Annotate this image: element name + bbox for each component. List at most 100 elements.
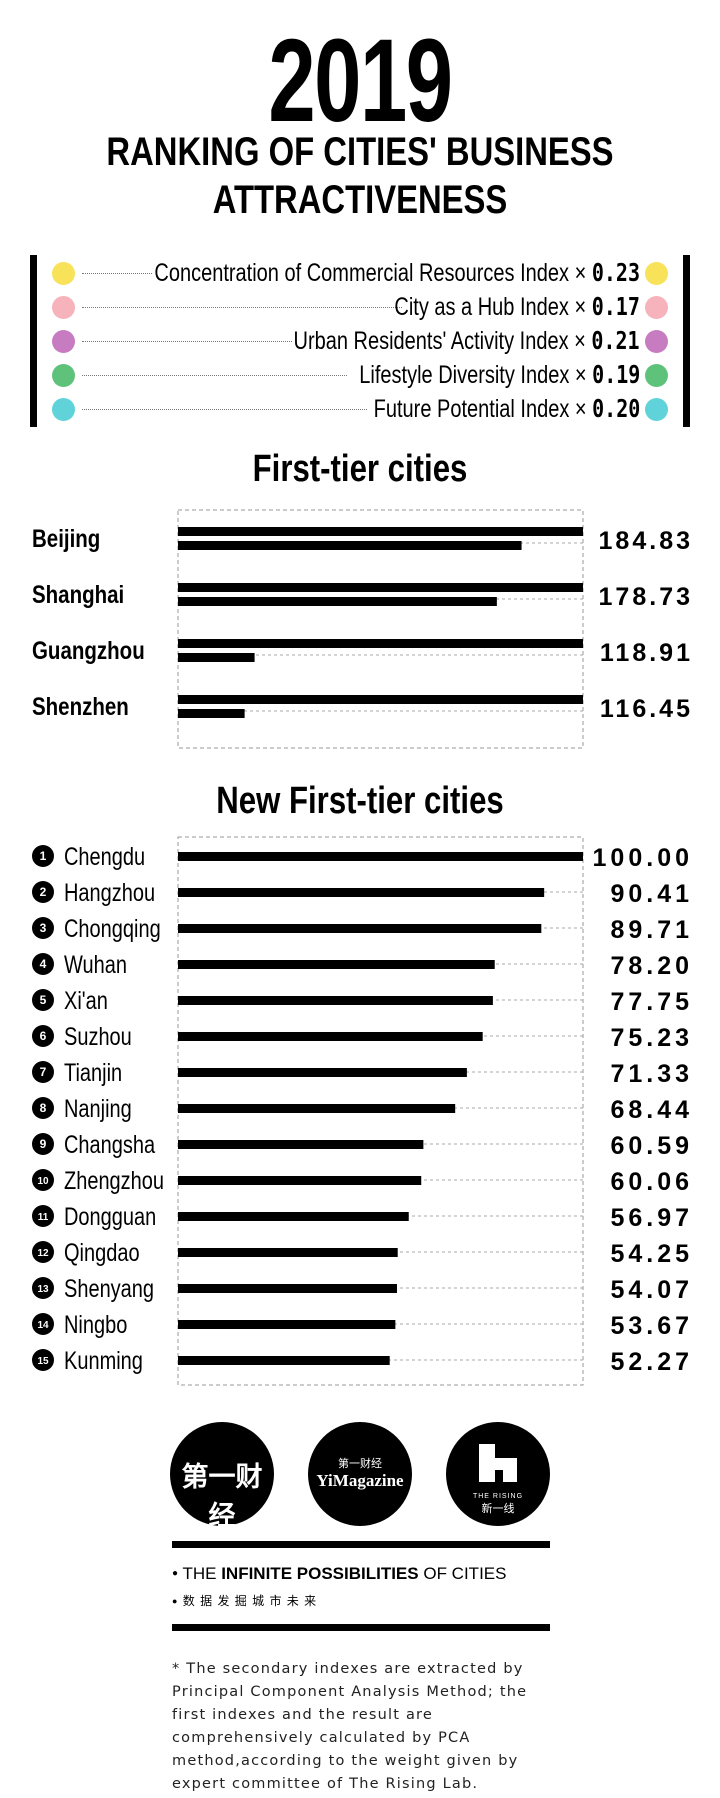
city-label: Zhengzhou <box>64 1167 164 1195</box>
legend-label: Future Potential Index × <box>373 395 587 423</box>
bar <box>178 639 583 648</box>
methodology-note: * The secondary indexes are extracted by… <box>172 1661 528 1792</box>
city-label: Shanghai <box>32 580 124 608</box>
weight-legend: Concentration of Commercial Resources In… <box>30 255 690 427</box>
legend-label: Concentration of Commercial Resources In… <box>154 259 587 287</box>
rising-emblem-icon <box>479 1444 517 1482</box>
bar <box>178 1212 409 1221</box>
yicai-logo-sub: Y I C A I <box>196 1533 248 1543</box>
dotted-leader <box>82 307 402 308</box>
bar <box>178 996 493 1005</box>
city-label: Dongguan <box>64 1203 156 1231</box>
rank-number: 12 <box>37 1248 49 1259</box>
rank-number: 10 <box>37 1176 49 1187</box>
rank-number: 13 <box>37 1284 49 1295</box>
rank-number: 6 <box>40 1029 47 1043</box>
legend-weight: 0.20 <box>591 394 640 423</box>
rank-number: 14 <box>37 1320 49 1331</box>
legend-row: Urban Residents' Activity Index × 0.21 <box>30 323 690 359</box>
purple-dot-icon <box>645 330 668 353</box>
rank-badge-icon <box>32 1313 54 1335</box>
bar <box>178 1032 483 1041</box>
legend-left-border <box>30 255 37 427</box>
city-label: Tianjin <box>64 1059 122 1087</box>
legend-row: Concentration of Commercial Resources In… <box>30 255 690 291</box>
rank-badge-icon <box>32 881 54 903</box>
value-label: 178.73 <box>599 583 693 611</box>
rank-number: 1 <box>40 849 47 863</box>
value-label: 78.20 <box>610 952 693 980</box>
rank-badge-icon <box>32 953 54 975</box>
rank-number: 9 <box>40 1137 47 1151</box>
value-label: 56.97 <box>610 1204 693 1232</box>
the-rising-logo: THE RISING 新一线 <box>446 1422 550 1526</box>
dotted-leader <box>82 375 347 376</box>
bar <box>178 1356 390 1365</box>
bar <box>178 1248 398 1257</box>
dotted-leader <box>82 341 292 342</box>
bar-excess <box>178 541 522 550</box>
value-label: 89.71 <box>610 916 693 944</box>
cyan-dot-icon <box>52 398 75 421</box>
dotted-leader <box>82 409 367 410</box>
legend-right-border <box>683 255 690 427</box>
rank-number: 15 <box>37 1356 49 1367</box>
page-title: RANKING OF CITIES' BUSINESS ATTRACTIVENE… <box>65 128 655 224</box>
first-tier-chart: Beijing 184.83 Shanghai 178.73 Guangzhou 118.… <box>32 509 693 749</box>
legend-weight: 0.23 <box>591 258 640 287</box>
value-label: 118.91 <box>600 639 693 667</box>
cyan-dot-icon <box>645 398 668 421</box>
bar <box>178 583 583 592</box>
city-label: Hangzhou <box>64 879 155 907</box>
rank-badge-icon <box>32 1241 54 1263</box>
yicai-logo: 第一财经 Y I C A I <box>170 1422 274 1543</box>
yimagazine-logo-text: YiMagazine <box>316 1471 404 1490</box>
city-label: Changsha <box>64 1131 155 1159</box>
city-label: Xi'an <box>64 987 108 1015</box>
rank-badge-icon <box>32 1097 54 1119</box>
footer-top-rule <box>172 1541 550 1548</box>
city-label: Qingdao <box>64 1239 140 1267</box>
legend-weight: 0.17 <box>591 292 640 321</box>
bar <box>178 924 542 933</box>
bar <box>178 695 583 704</box>
rank-badge-icon <box>32 989 54 1011</box>
rank-badge-icon <box>32 845 54 867</box>
value-label: 75.23 <box>610 1024 693 1052</box>
rising-logo-text: 新一线 <box>481 1503 515 1515</box>
footer-bottom-rule <box>172 1624 550 1631</box>
bullet-icon: ● <box>172 1596 179 1606</box>
city-label: Shenyang <box>64 1275 154 1303</box>
rank-badge-icon <box>32 1061 54 1083</box>
city-label: Chengdu <box>64 843 145 871</box>
yimagazine-logo-top: 第一财经 <box>338 1458 382 1470</box>
legend-row: City as a Hub Index × 0.17 <box>30 289 690 325</box>
rank-number: 8 <box>40 1101 47 1115</box>
value-label: 100.00 <box>593 844 693 872</box>
legend-label: Lifestyle Diversity Index × <box>358 361 587 389</box>
city-label: Guangzhou <box>32 636 145 664</box>
value-label: 60.06 <box>610 1168 693 1196</box>
new-first-tier-heading: New First-tier cities <box>216 780 504 822</box>
city-label: Nanjing <box>64 1095 132 1123</box>
rising-logo-top: THE RISING <box>472 1493 524 1500</box>
year-heading: 2019 <box>268 15 453 147</box>
bar <box>178 1284 397 1293</box>
bar <box>178 960 495 969</box>
bar <box>178 1320 396 1329</box>
value-label: 54.25 <box>610 1240 693 1268</box>
legend-weight: 0.19 <box>591 360 640 389</box>
bar <box>178 1068 467 1077</box>
bar-excess <box>178 709 245 718</box>
city-label: Kunming <box>64 1347 143 1375</box>
value-label: 52.27 <box>610 1348 693 1376</box>
value-label: 60.59 <box>610 1132 693 1160</box>
value-label: 77.75 <box>610 988 693 1016</box>
bar <box>178 1176 422 1185</box>
bar <box>178 1104 456 1113</box>
yellow-dot-icon <box>645 262 668 285</box>
bar <box>178 527 583 536</box>
rank-number: 11 <box>38 1212 49 1223</box>
rank-badge-icon <box>32 1133 54 1155</box>
yimagazine-logo: 第一财经 YiMagazine <box>308 1422 412 1526</box>
